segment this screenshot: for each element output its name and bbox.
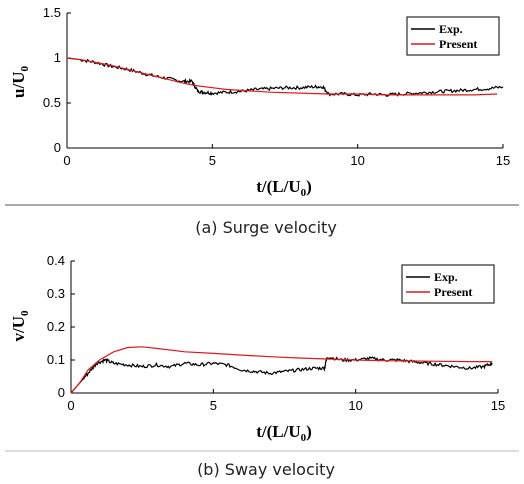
- chart-a-series-exp: [66, 57, 504, 97]
- chart-b-y-tick-label: 0.3: [47, 286, 65, 301]
- chart-b-legend-label: Present: [434, 285, 472, 299]
- chart-a-y-tick-label: 1: [54, 50, 61, 65]
- chart-b-ylabel-main: v/U: [9, 316, 28, 342]
- chart-b-y-tick-label: 0.1: [47, 352, 65, 367]
- chart-b-legend-label: Exp.: [434, 270, 458, 284]
- chart-a-series-present: [66, 57, 498, 96]
- chart-a-legend: Exp.Present: [406, 16, 500, 56]
- chart-b-x-tick-label: 15: [491, 398, 505, 413]
- chart-b-y-tick-label: 0: [58, 385, 65, 400]
- chart-a-y-tick-label: 0.5: [43, 95, 61, 110]
- chart-b-ylabel: v/U0: [9, 310, 31, 342]
- chart-a-x-tick-label: 0: [63, 153, 70, 168]
- chart-b-legend-box: [401, 264, 495, 304]
- chart-b-ylabel-sub: 0: [19, 310, 31, 316]
- chart-b-xlabel-end: ): [306, 422, 312, 441]
- chart-b-y-tick-label: 0.4: [47, 253, 65, 268]
- chart-a-legend-label: Present: [439, 37, 477, 51]
- chart-b-y-tick-label: 0.2: [47, 319, 65, 334]
- chart-b-x-tick-label: 5: [210, 398, 217, 413]
- chart-b-x-tick-label: 10: [348, 398, 362, 413]
- chart-a-x-tick-label: 5: [209, 153, 216, 168]
- chart-a-ylabel-main: u/U: [9, 72, 28, 98]
- chart-a-x-tick-label: 10: [350, 153, 364, 168]
- chart-b-legend: Exp.Present: [401, 264, 495, 304]
- chart-a-legend-box: [406, 16, 500, 56]
- chart-a-legend-label: Exp.: [439, 22, 463, 36]
- chart-b-xlabel-sub: 0: [301, 432, 307, 444]
- chart-a-caption: (a) Surge velocity: [195, 218, 337, 237]
- chart-b-xlabel-main: t/(L/U: [256, 422, 300, 441]
- chart-a-xlabel-end: ): [306, 177, 312, 196]
- chart-b-caption: (b) Sway velocity: [197, 460, 335, 479]
- chart-b-series-present: [70, 346, 493, 394]
- chart-a-x-tick-label: 15: [496, 153, 510, 168]
- chart-a-y-tick-label: 1.5: [43, 5, 61, 20]
- chart-b-x-tick-label: 0: [67, 398, 74, 413]
- chart-a-y-tick-label: 0: [54, 140, 61, 155]
- chart-a-ylabel: u/U0: [9, 66, 31, 98]
- chart-a-xlabel: t/(L/U0): [256, 177, 312, 199]
- chart-b-xlabel: t/(L/U0): [256, 422, 312, 444]
- chart-a-xlabel-sub: 0: [301, 187, 307, 199]
- chart-a-ylabel-sub: 0: [19, 66, 31, 72]
- chart-a-xlabel-main: t/(L/U: [256, 177, 300, 196]
- chart-b-series-exp: [70, 356, 493, 394]
